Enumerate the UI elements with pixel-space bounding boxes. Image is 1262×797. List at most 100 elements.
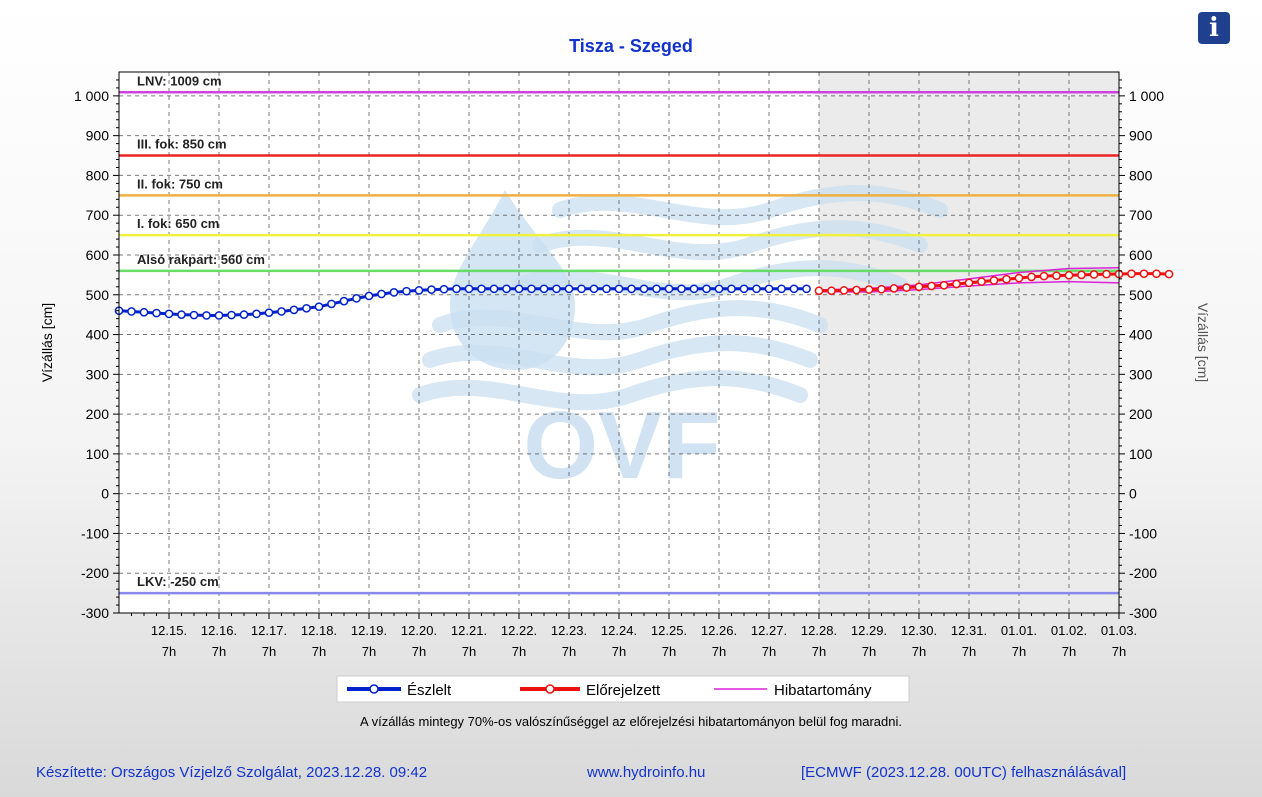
watermark-wave [532, 220, 928, 261]
observed-point [477, 284, 486, 294]
forecast-point [1052, 271, 1061, 281]
forecast-point [1039, 271, 1049, 281]
observed-point [227, 310, 236, 320]
observed-point [389, 288, 399, 297]
x-tick-label-date: 12.29. [851, 623, 887, 638]
threshold-label: Alsó rakpart: 560 cm [137, 252, 265, 267]
y-tick-label-left: 400 [86, 327, 110, 343]
threshold-label: III. fok: 850 cm [137, 137, 227, 152]
y-tick-label-left: -100 [81, 525, 109, 541]
observed-point [427, 285, 436, 294]
observed-point [577, 284, 586, 294]
observed-point [339, 296, 349, 306]
x-tick-label-hour: 7h [1062, 644, 1076, 659]
x-tick-label-hour: 7h [1112, 644, 1126, 659]
observed-point [602, 284, 611, 294]
observed-point [139, 307, 149, 317]
data-source-note: [ECMWF (2023.12.28. 00UTC) felhasználásá… [801, 764, 1127, 781]
x-tick-label-hour: 7h [662, 644, 676, 659]
x-tick-label-date: 12.17. [251, 623, 287, 638]
observed-point [589, 284, 599, 294]
watermark-wave [432, 300, 828, 341]
info-icon[interactable]: i [1198, 12, 1230, 44]
y-axis-title-right: Vízállás [cm] [1195, 303, 1211, 382]
observed-point [489, 284, 499, 294]
watermark-wave [422, 335, 818, 376]
y-tick-label-left: 600 [86, 247, 110, 263]
observed-point [502, 284, 511, 294]
y-tick-label-right: -100 [1129, 525, 1157, 541]
y-tick-label-right: 400 [1129, 327, 1153, 343]
threshold-label: LNV: 1009 cm [137, 73, 222, 88]
y-tick-label-right: 600 [1129, 247, 1153, 263]
x-tick-label-date: 01.03. [1101, 623, 1137, 638]
forecast-point [839, 286, 849, 295]
forecast-point [814, 286, 824, 296]
y-axis-title-left: Vízállás [cm] [39, 303, 55, 382]
x-tick-label-hour: 7h [712, 644, 726, 659]
forecast-point [827, 286, 836, 296]
x-tick-label-date: 12.27. [751, 623, 787, 638]
forecast-point [1027, 272, 1036, 282]
y-tick-label-left: 200 [86, 406, 110, 422]
x-tick-label-hour: 7h [812, 644, 826, 659]
observed-point [614, 284, 624, 294]
observed-point [714, 284, 724, 294]
x-tick-label-hour: 7h [262, 644, 276, 659]
legend: Észlelt Előrejelzett Hibatartomány [336, 675, 910, 703]
x-tick-label-date: 12.24. [601, 623, 637, 638]
forecast-point [1064, 270, 1074, 280]
observed-point [764, 284, 774, 294]
x-tick-label-date: 12.19. [351, 623, 387, 638]
x-tick-label-hour: 7h [762, 644, 776, 659]
x-tick-label-hour: 7h [412, 644, 426, 659]
threshold-label: LKV: -250 cm [137, 574, 219, 589]
x-tick-label-hour: 7h [562, 644, 576, 659]
observed-point [302, 303, 311, 313]
y-tick-label-left: 500 [86, 287, 110, 303]
forecast-point [864, 285, 874, 294]
watermark-wave [412, 370, 808, 411]
x-tick-label-hour: 7h [862, 644, 876, 659]
legend-forecast-marker [545, 684, 555, 694]
observed-point [377, 289, 386, 299]
y-tick-label-right: 700 [1129, 207, 1153, 223]
x-tick-label-date: 01.02. [1051, 623, 1087, 638]
observed-point [289, 305, 299, 315]
y-tick-label-left: 300 [86, 366, 110, 382]
observed-point [177, 310, 186, 320]
x-tick-label-hour: 7h [162, 644, 176, 659]
y-tick-label-right: 0 [1129, 486, 1137, 502]
y-tick-label-right: 1 000 [1129, 88, 1164, 104]
x-tick-label-date: 01.01. [1001, 623, 1037, 638]
x-tick-label-date: 12.21. [451, 623, 487, 638]
observed-point [627, 284, 636, 294]
y-tick-label-left: 100 [86, 446, 110, 462]
x-tick-label-date: 12.18. [301, 623, 337, 638]
observed-point [539, 284, 549, 294]
forecast-point [1127, 269, 1136, 279]
observed-point [352, 293, 361, 303]
threshold-label: I. fok: 650 cm [137, 216, 219, 231]
observed-point [164, 309, 174, 319]
forecast-point [1139, 269, 1149, 279]
observed-point [239, 310, 249, 320]
observed-point [652, 284, 661, 294]
observed-point [364, 291, 374, 301]
observed-point [739, 284, 749, 294]
observed-point [689, 284, 699, 294]
forecast-point [914, 282, 924, 292]
observed-point [452, 284, 461, 294]
legend-observed-label: Észlelt [407, 682, 452, 699]
website-link[interactable]: www.hydroinfo.hu [587, 764, 706, 781]
forecast-point [1164, 269, 1174, 279]
author-credit: Készítette: Országos Vízjelző Szolgálat,… [36, 764, 428, 781]
observed-point [702, 284, 711, 294]
y-tick-label-right: 900 [1129, 128, 1153, 144]
observed-point [127, 307, 136, 316]
y-tick-label-right: -200 [1129, 565, 1157, 581]
watermark-text: OVF [523, 392, 720, 499]
forecast-point [977, 277, 986, 286]
probability-footnote: A vízállás mintegy 70%-os valószínűségge… [360, 714, 902, 729]
